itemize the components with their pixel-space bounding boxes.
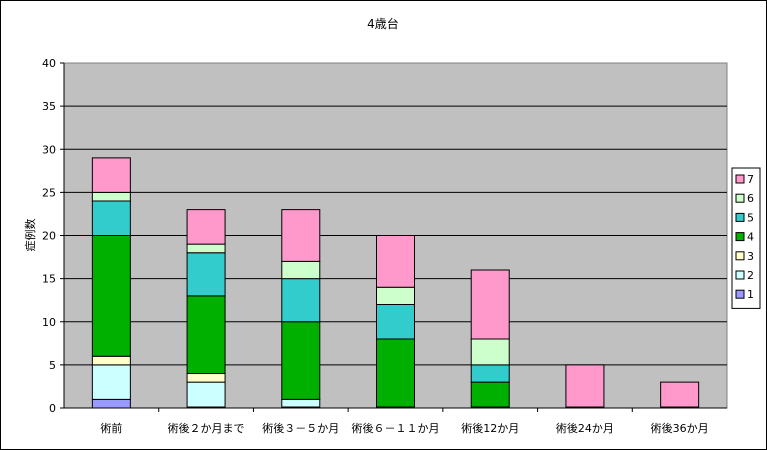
x-tick-label: 術後36か月 xyxy=(651,421,709,435)
legend-label-1: 1 xyxy=(747,288,754,301)
bar-segment-series-7 xyxy=(281,209,321,262)
bar-segment-series-5 xyxy=(281,278,321,323)
bar-segment-series-7 xyxy=(565,364,605,409)
y-tick-label: 15 xyxy=(42,273,56,286)
legend-label-5: 5 xyxy=(747,211,754,224)
y-tick-label: 40 xyxy=(42,57,56,70)
legend: 7 6 5 4 3 2 1 xyxy=(731,167,761,309)
bar-segment-series-4 xyxy=(91,235,131,357)
legend-swatch-1 xyxy=(735,289,745,299)
bar-segment-series-6 xyxy=(281,260,321,280)
y-tick-label: 5 xyxy=(49,359,56,372)
x-axis-ticks: 術前 術後２か月まで 術後３－５か月 術後６－１１か月 術後12か月 術後24か月 術後36… xyxy=(100,408,709,435)
legend-label-6: 6 xyxy=(747,192,754,205)
bar-segment-series-5 xyxy=(91,200,131,236)
bar-segment-series-3 xyxy=(91,355,131,366)
legend-label-2: 2 xyxy=(747,269,754,282)
x-tick-label: 術前 xyxy=(100,421,122,435)
x-tick-label: 術後２か月まで xyxy=(168,421,245,435)
x-tick-label: 術後３－５か月 xyxy=(262,421,339,435)
bar-segment-series-5 xyxy=(470,364,510,383)
bar-segment-series-1 xyxy=(91,398,131,409)
bar-segment-series-7 xyxy=(376,235,415,288)
bar-segment-series-7 xyxy=(91,157,131,193)
y-tick-label: 0 xyxy=(49,402,56,415)
y-tick-label: 25 xyxy=(42,186,56,199)
bar-segment-series-2 xyxy=(186,381,226,409)
bar-segment-series-5 xyxy=(186,252,226,297)
bars xyxy=(91,157,700,409)
bar-segment-series-4 xyxy=(376,338,415,409)
y-tick-label: 30 xyxy=(42,143,56,156)
bar-segment-series-6 xyxy=(376,286,415,305)
bar-segment-series-7 xyxy=(470,269,510,340)
bar-segment-series-2 xyxy=(91,364,131,400)
y-tick-label: 10 xyxy=(42,316,56,329)
legend-label-4: 4 xyxy=(747,231,754,244)
y-axis-label: 症例数 xyxy=(23,219,37,252)
legend-swatch-7 xyxy=(735,174,745,184)
legend-swatch-2 xyxy=(735,270,745,280)
legend-swatch-6 xyxy=(735,193,745,203)
bar-segment-series-7 xyxy=(660,381,700,409)
y-tick-label: 35 xyxy=(42,100,56,113)
chart-title: 4歳台 xyxy=(367,16,399,31)
x-tick-label: 術後24か月 xyxy=(556,421,614,435)
bar-segment-series-5 xyxy=(376,304,415,340)
bar-segment-series-4 xyxy=(470,381,510,409)
y-axis-ticks: 0 5 10 15 20 25 30 35 40 xyxy=(42,57,727,415)
y-tick-label: 20 xyxy=(42,230,56,243)
bar-segment-series-6 xyxy=(186,243,226,254)
bar-segment-series-4 xyxy=(281,321,321,400)
bar-segment-series-3 xyxy=(186,373,226,383)
legend-swatch-5 xyxy=(735,212,745,222)
bar-segment-series-6 xyxy=(470,338,510,366)
legend-label-7: 7 xyxy=(747,173,754,186)
legend-swatch-3 xyxy=(735,251,745,261)
x-tick-label: 術後６－１１か月 xyxy=(352,421,440,435)
bar-segment-series-4 xyxy=(186,295,226,374)
legend-label-3: 3 xyxy=(747,250,754,263)
bar-segment-series-6 xyxy=(91,191,131,202)
x-tick-label: 術後12か月 xyxy=(461,421,519,435)
bar-segment-series-7 xyxy=(186,209,226,245)
legend-swatch-4 xyxy=(735,232,745,242)
